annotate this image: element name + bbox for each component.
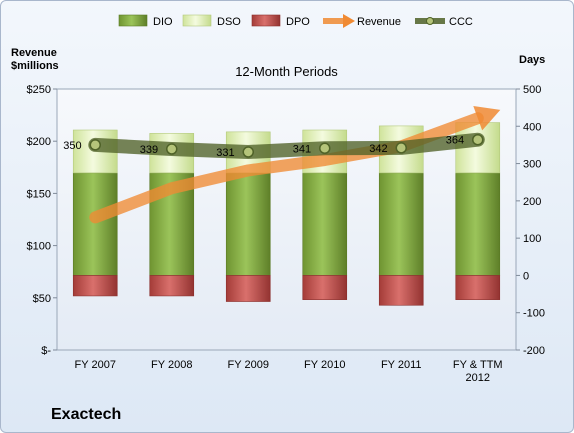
ccc-data-label: 364 — [446, 135, 464, 147]
right-axis-tick-label: 500 — [523, 84, 541, 96]
x-axis-tick-label: FY 2007 — [75, 359, 116, 371]
dio-bar — [72, 172, 118, 276]
ccc-data-label: 339 — [140, 144, 158, 156]
ccc-data-label: 350 — [63, 140, 81, 152]
dio-bar — [225, 172, 271, 276]
left-axis-label: Revenue $millions — [11, 47, 59, 72]
left-axis-tick-label: $100 — [27, 241, 51, 253]
dio-bar — [378, 172, 424, 276]
dpo-bar — [149, 275, 195, 297]
ccc-point — [166, 143, 178, 155]
legend-swatch-dso — [182, 14, 212, 27]
left-axis-tick-label: $200 — [27, 136, 51, 148]
x-axis-tick-label: FY & TTM 2012 — [453, 359, 503, 384]
ccc-line — [88, 132, 485, 159]
ccc-data-label: 331 — [216, 147, 234, 159]
chart-title: 12-Month Periods — [235, 64, 338, 79]
legend-label-dio: DIO — [153, 16, 173, 28]
ccc-point — [242, 146, 254, 158]
company-name: Exactech — [51, 406, 122, 423]
dpo-bar — [455, 275, 501, 300]
dpo-bar — [72, 275, 118, 297]
legend-label-dso: DSO — [217, 16, 241, 28]
ccc-point — [472, 133, 484, 146]
ccc-point — [395, 142, 407, 154]
dpo-bar — [225, 275, 271, 302]
left-axis-tick-label: $- — [41, 345, 51, 357]
left-axis-tick-label: $250 — [27, 84, 51, 96]
right-axis-tick-label: 100 — [523, 233, 541, 245]
right-axis-tick-label: 200 — [523, 196, 541, 208]
revenue-arrowhead — [473, 106, 501, 131]
legend-swatch-dpo — [251, 14, 281, 27]
legend-swatch-dio — [118, 14, 148, 27]
ccc-data-label: 342 — [369, 143, 387, 155]
ccc-data-label: 341 — [293, 143, 311, 155]
dpo-bar — [302, 275, 348, 300]
legend-label-revenue: Revenue — [357, 16, 401, 28]
legend-swatch-revenue-head — [343, 14, 355, 28]
legend-swatch-ccc-marker — [426, 17, 434, 25]
legend-label-ccc: CCC — [449, 16, 473, 28]
left-axis-tick-label: $150 — [27, 188, 51, 200]
ccc-point — [89, 139, 101, 151]
dio-bar — [302, 172, 348, 276]
ccc-point — [319, 142, 331, 155]
right-axis-tick-label: -200 — [523, 345, 545, 357]
left-axis-tick-label: $50 — [33, 293, 51, 305]
x-axis-tick-label: FY 2009 — [228, 359, 269, 371]
right-axis-tick-label: 400 — [523, 121, 541, 133]
x-axis-tick-label: FY 2010 — [304, 359, 345, 371]
dio-bar — [455, 172, 501, 276]
x-axis-tick-label: FY 2011 — [381, 359, 422, 371]
right-axis-tick-label: -100 — [523, 308, 545, 320]
right-axis-label: Days — [519, 54, 545, 66]
right-axis-tick-label: 300 — [523, 159, 541, 171]
x-axis-tick-label: FY 2008 — [151, 359, 192, 371]
dpo-bar — [378, 275, 424, 306]
legend-label-dpo: DPO — [286, 16, 310, 28]
right-axis-tick-label: 0 — [523, 270, 529, 282]
